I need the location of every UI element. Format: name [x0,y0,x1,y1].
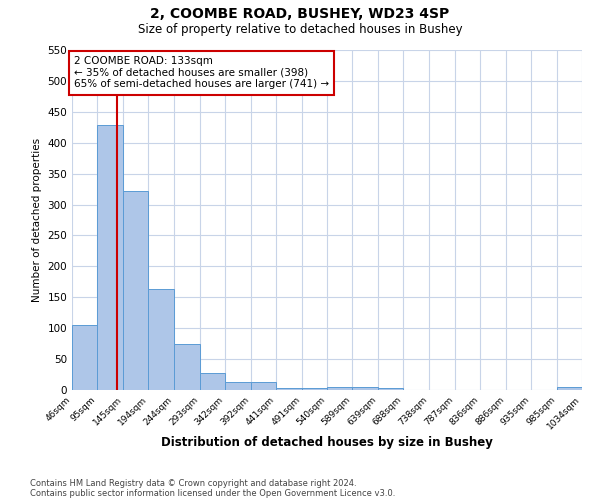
Bar [97,126,123,390]
Text: Contains public sector information licensed under the Open Government Licence v3: Contains public sector information licen… [30,488,395,498]
Bar [352,387,378,390]
Text: Contains HM Land Registry data © Crown copyright and database right 2024.: Contains HM Land Registry data © Crown c… [30,478,356,488]
Text: 2 COOMBE ROAD: 133sqm
← 35% of detached houses are smaller (398)
65% of semi-det: 2 COOMBE ROAD: 133sqm ← 35% of detached … [74,56,329,90]
Bar [378,388,403,390]
Bar [327,387,352,390]
Bar [557,387,582,390]
Y-axis label: Number of detached properties: Number of detached properties [32,138,42,302]
Bar [302,388,327,390]
Bar [225,382,251,390]
Text: 2, COOMBE ROAD, BUSHEY, WD23 4SP: 2, COOMBE ROAD, BUSHEY, WD23 4SP [151,8,449,22]
Text: Size of property relative to detached houses in Bushey: Size of property relative to detached ho… [137,22,463,36]
Bar [148,289,174,390]
Bar [123,191,148,390]
Bar [199,374,225,390]
Bar [276,388,302,390]
Bar [174,344,199,390]
Bar [251,382,276,390]
Bar [72,325,97,390]
X-axis label: Distribution of detached houses by size in Bushey: Distribution of detached houses by size … [161,436,493,450]
